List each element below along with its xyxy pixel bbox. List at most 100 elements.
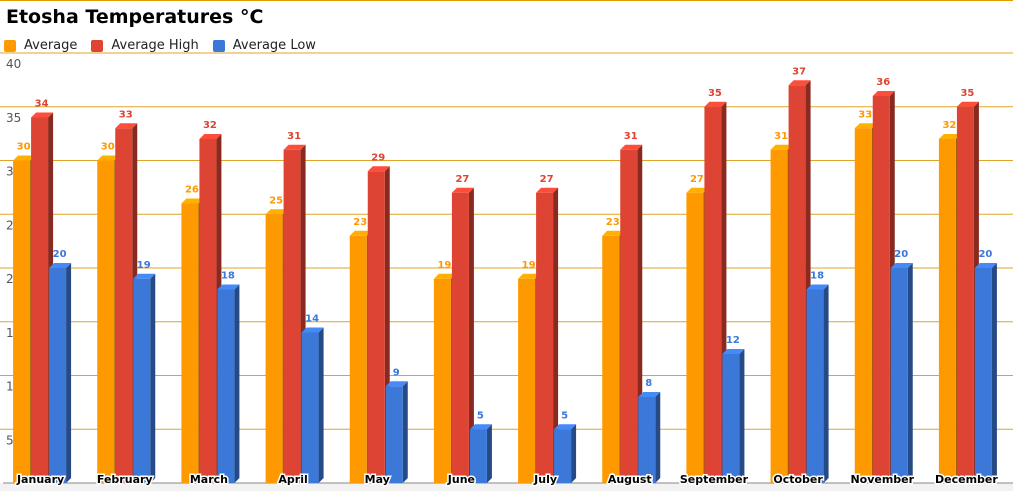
legend-label-average-high: Average High (111, 38, 199, 53)
data-label-average-high-february: 33 (119, 109, 133, 120)
bar-average-high-january (31, 117, 49, 483)
bar-average-low-january (49, 268, 67, 483)
bar-average-march (181, 203, 199, 483)
bar-side-average-low-august (655, 392, 661, 483)
bar-average-high-february (115, 128, 133, 483)
bar-average-high-december (956, 106, 974, 483)
bar-side-average-low-march (234, 284, 240, 483)
bar-side-average-low-july (571, 424, 577, 483)
legend-label-average: Average (24, 38, 78, 53)
bar-average-february (97, 160, 115, 483)
bar-average-january (13, 160, 31, 483)
bar-top-average-low-april (301, 327, 324, 333)
data-label-average-june: 19 (437, 260, 451, 271)
bar-average-high-september (704, 106, 722, 483)
data-label-average-low-september: 12 (726, 335, 740, 346)
data-label-average-low-october: 18 (810, 271, 824, 282)
bar-average-low-december (974, 268, 992, 483)
bar-average-august (602, 235, 620, 483)
y-tick-label-5: 5 (6, 433, 14, 447)
bar-top-average-low-november (890, 263, 913, 268)
bar-average-october (770, 149, 788, 483)
bar-top-average-low-october (806, 284, 829, 290)
data-label-average-high-march: 32 (203, 120, 217, 131)
bar-top-average-july (518, 273, 541, 279)
data-label-average-february: 30 (101, 142, 115, 153)
bar-average-june (433, 278, 451, 483)
bar-side-average-low-january (66, 263, 72, 483)
data-label-average-low-november: 20 (894, 249, 908, 260)
legend-item-average[interactable]: Average (4, 38, 77, 53)
bar-side-average-low-october (823, 284, 829, 483)
data-label-average-high-december: 35 (960, 88, 974, 99)
bar-average-low-may (385, 386, 403, 483)
bar-top-average-high-february (115, 123, 138, 129)
data-label-average-high-october: 37 (792, 66, 806, 77)
y-tick-label-35: 35 (6, 111, 21, 125)
data-label-average-high-november: 36 (876, 77, 890, 88)
data-label-average-low-july: 5 (561, 410, 568, 421)
bar-average-low-november (890, 268, 908, 483)
bar-top-average-high-september (704, 101, 727, 107)
data-label-average-march: 26 (185, 185, 199, 196)
x-tick-label-october: October (773, 473, 823, 486)
bar-top-average-high-may (367, 166, 390, 172)
top-rule (0, 0, 1013, 1)
bar-average-low-february (133, 278, 151, 483)
bar-average-november (854, 128, 872, 483)
bar-side-average-high-june (468, 187, 474, 483)
legend-swatch-average-high (91, 39, 104, 52)
y-tick-label-40: 40 (6, 57, 21, 71)
data-label-average-high-september: 35 (708, 88, 722, 99)
bar-average-high-november (872, 96, 890, 483)
x-tick-label-january: January (16, 473, 64, 486)
data-label-average-august: 23 (606, 217, 620, 228)
legend-item-average-high[interactable]: Average High (91, 38, 199, 53)
bar-top-average-high-november (872, 91, 895, 96)
bar-top-average-october (770, 144, 793, 150)
data-label-average-high-january: 34 (35, 99, 49, 110)
x-tick-label-august: August (608, 473, 652, 486)
x-tick-label-february: February (97, 473, 153, 486)
bar-average-high-august (620, 149, 638, 483)
data-label-average-january: 30 (17, 142, 31, 153)
chart-title: Etosha Temperatures °C (6, 6, 264, 28)
bar-top-average-august (602, 230, 625, 236)
data-label-average-low-december: 20 (978, 249, 992, 260)
bar-average-april (265, 214, 283, 483)
data-label-average-april: 25 (269, 195, 283, 206)
data-label-average-december: 32 (942, 120, 956, 131)
bar-average-september (686, 192, 704, 483)
bar-side-average-low-september (739, 349, 745, 483)
bar-average-low-april (301, 332, 319, 483)
bar-average-low-march (217, 289, 235, 483)
plot-floor (0, 483, 1013, 491)
bar-top-average-low-may (385, 381, 408, 387)
bar-top-average-low-march (217, 284, 240, 290)
bar-top-average-high-july (536, 187, 559, 193)
data-label-average-low-june: 5 (477, 410, 484, 421)
data-label-average-low-april: 14 (305, 314, 319, 325)
bar-side-average-low-february (150, 273, 156, 483)
legend-label-average-low: Average Low (232, 38, 316, 53)
data-label-average-low-august: 8 (645, 378, 652, 389)
x-tick-label-september: September (680, 473, 749, 486)
bar-average-high-june (451, 192, 469, 483)
legend-item-average-low[interactable]: Average Low (212, 38, 316, 53)
bar-side-average-low-june (486, 424, 492, 483)
data-label-average-high-july: 27 (540, 174, 554, 185)
bar-average-low-september (722, 354, 740, 483)
data-label-average-high-august: 31 (624, 131, 638, 142)
bar-top-average-low-august (638, 392, 661, 397)
bar-side-average-low-april (318, 327, 324, 483)
bar-top-average-low-september (722, 349, 745, 354)
bar-top-average-high-april (283, 144, 306, 150)
bar-average-low-october (806, 289, 824, 483)
bar-top-average-march (181, 198, 204, 204)
bar-average-low-august (638, 397, 656, 483)
bar-top-average-low-june (469, 424, 492, 430)
legend: Average Average High Average Low (4, 38, 316, 53)
x-tick-label-june: June (447, 473, 475, 486)
bar-side-average-low-december (991, 263, 997, 483)
bar-average-low-june (469, 429, 487, 483)
